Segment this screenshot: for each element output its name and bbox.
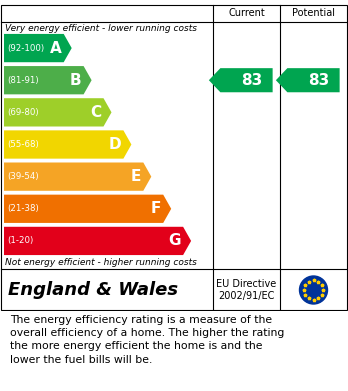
Polygon shape: [4, 227, 191, 255]
Text: England & Wales: England & Wales: [8, 281, 178, 299]
Text: D: D: [109, 137, 121, 152]
Circle shape: [300, 276, 327, 304]
Text: B: B: [70, 73, 81, 88]
Text: A: A: [50, 41, 62, 56]
Polygon shape: [4, 163, 151, 191]
Text: (55-68): (55-68): [7, 140, 39, 149]
Text: Current: Current: [228, 8, 265, 18]
Text: (92-100): (92-100): [7, 43, 44, 52]
Text: E: E: [131, 169, 141, 184]
Text: (39-54): (39-54): [7, 172, 39, 181]
Polygon shape: [4, 34, 72, 62]
Text: F: F: [151, 201, 161, 216]
Text: Energy Efficiency Rating: Energy Efficiency Rating: [5, 7, 245, 25]
Text: Very energy efficient - lower running costs: Very energy efficient - lower running co…: [5, 24, 197, 33]
Text: (21-38): (21-38): [7, 204, 39, 213]
Text: (81-91): (81-91): [7, 76, 39, 85]
Text: EU Directive
2002/91/EC: EU Directive 2002/91/EC: [216, 279, 277, 301]
Polygon shape: [276, 68, 340, 92]
Polygon shape: [4, 130, 132, 159]
Text: Potential: Potential: [292, 8, 335, 18]
Text: The energy efficiency rating is a measure of the
overall efficiency of a home. T: The energy efficiency rating is a measur…: [10, 315, 285, 364]
Text: 83: 83: [242, 73, 263, 88]
Text: G: G: [168, 233, 181, 248]
Text: (69-80): (69-80): [7, 108, 39, 117]
Text: (1-20): (1-20): [7, 237, 33, 246]
Text: Not energy efficient - higher running costs: Not energy efficient - higher running co…: [5, 258, 197, 267]
Text: C: C: [90, 105, 102, 120]
Text: 83: 83: [309, 73, 330, 88]
Polygon shape: [4, 66, 92, 94]
Polygon shape: [209, 68, 272, 92]
Polygon shape: [4, 195, 171, 223]
Polygon shape: [4, 98, 111, 127]
